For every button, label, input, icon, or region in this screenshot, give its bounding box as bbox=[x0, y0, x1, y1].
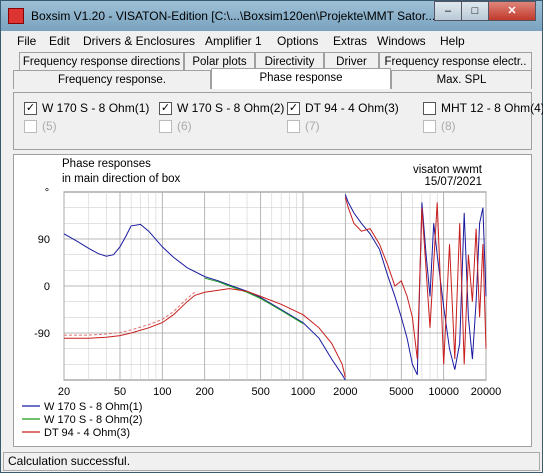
window-title: Boxsim V1.20 - VISATON-Edition [C:\...\B… bbox=[31, 9, 436, 23]
driver-8-label: (8) bbox=[441, 119, 456, 133]
maximize-button[interactable]: □ bbox=[461, 1, 489, 21]
driver-5-checkbox[interactable] bbox=[24, 120, 37, 133]
driver-1-checkbox[interactable]: ✓ bbox=[24, 102, 37, 115]
driver-8-checkbox[interactable] bbox=[423, 120, 436, 133]
menu-amplifier[interactable]: Amplifier 1 bbox=[205, 34, 262, 48]
y-unit-label: ° bbox=[45, 187, 49, 199]
driver-6-checkbox[interactable] bbox=[159, 120, 172, 133]
driver-4-label: MHT 12 - 8 Ohm(4) bbox=[441, 101, 543, 115]
menu-drivers-enclosures[interactable]: Drivers & Enclosures bbox=[83, 34, 196, 48]
tab-row-1: Frequency response directions Polar plot… bbox=[1, 52, 542, 72]
legend-label: DT 94 - 4 Ohm(3) bbox=[44, 427, 130, 439]
menu-options[interactable]: Options bbox=[277, 34, 319, 48]
tab-directivity[interactable]: Directivity bbox=[255, 52, 324, 71]
menu-file[interactable]: File bbox=[17, 34, 37, 48]
x-tick-label: 500 bbox=[251, 386, 269, 398]
driver-3-label: DT 94 - 4 Ohm(3) bbox=[305, 101, 399, 115]
menu-extras[interactable]: Extras bbox=[333, 34, 368, 48]
x-tick-label: 100 bbox=[153, 386, 171, 398]
x-tick-label: 20 bbox=[58, 386, 70, 398]
series-line-3 bbox=[64, 197, 487, 378]
driver-1-label: W 170 S - 8 Ohm(1) bbox=[42, 101, 150, 115]
chart-title-line: Phase responses bbox=[62, 158, 151, 170]
x-tick-label: 1000 bbox=[291, 386, 315, 398]
dashed-reference-line bbox=[64, 291, 196, 336]
driver-3-checkbox[interactable]: ✓ bbox=[287, 102, 300, 115]
series-line-1 bbox=[63, 194, 487, 381]
tab-max-spl[interactable]: Max. SPL bbox=[391, 70, 532, 89]
x-tick-label: 50 bbox=[114, 386, 126, 398]
tab-frequency-response-directions[interactable]: Frequency response directions bbox=[19, 52, 184, 71]
phase-response-chart: 20 50 100 200 500 1000 2000 5000 10000 20000 90 0 -9… bbox=[13, 154, 532, 447]
driver-2-checkbox[interactable]: ✓ bbox=[159, 102, 172, 115]
chart-info-line: visaton wwmt bbox=[413, 164, 483, 176]
x-tick-label: 200 bbox=[195, 386, 213, 398]
status-bar: Calculation successful. bbox=[3, 452, 540, 471]
tab-driver[interactable]: Driver bbox=[324, 52, 379, 71]
chart-info-line: 15/07/2021 bbox=[424, 176, 482, 188]
y-tick-label: 0 bbox=[44, 281, 50, 293]
tab-frequency-response[interactable]: Frequency response. bbox=[13, 70, 211, 89]
tab-row-2: Frequency response. Phase response Max. … bbox=[1, 68, 542, 90]
driver-5-label: (5) bbox=[42, 119, 57, 133]
title-bar[interactable]: Boxsim V1.20 - VISATON-Edition [C:\...\B… bbox=[1, 1, 542, 31]
driver-4-checkbox[interactable] bbox=[423, 102, 436, 115]
x-tick-label: 5000 bbox=[389, 386, 413, 398]
x-tick-label: 2000 bbox=[333, 386, 357, 398]
driver-2-label: W 170 S - 8 Ohm(2) bbox=[177, 101, 285, 115]
driver-selection-panel: ✓ W 170 S - 8 Ohm(1) ✓ W 170 S - 8 Ohm(2… bbox=[13, 92, 543, 150]
close-button[interactable]: ✕ bbox=[488, 1, 536, 21]
menu-edit[interactable]: Edit bbox=[49, 34, 70, 48]
x-tick-label: 20000 bbox=[471, 386, 502, 398]
driver-7-label: (7) bbox=[305, 119, 320, 133]
menu-help[interactable]: Help bbox=[440, 34, 465, 48]
tab-phase-response[interactable]: Phase response bbox=[211, 68, 391, 89]
minimize-button[interactable]: – bbox=[434, 1, 462, 21]
tab-frequency-response-electrical[interactable]: Frequency response electr.. bbox=[379, 52, 532, 71]
legend-label: W 170 S - 8 Ohm(2) bbox=[44, 414, 142, 426]
y-tick-label: 90 bbox=[38, 234, 50, 246]
chart-svg: 20 50 100 200 500 1000 2000 5000 10000 20000 90 0 -9… bbox=[22, 158, 502, 439]
y-tick-label: -90 bbox=[34, 328, 50, 340]
driver-6-label: (6) bbox=[177, 119, 192, 133]
series-line-2 bbox=[204, 277, 304, 325]
menu-windows[interactable]: Windows bbox=[377, 34, 426, 48]
chart-title-line: in main direction of box bbox=[62, 173, 181, 185]
menu-bar: File Edit Drivers & Enclosures Amplifier… bbox=[3, 31, 540, 51]
app-icon bbox=[8, 8, 24, 24]
driver-7-checkbox[interactable] bbox=[287, 120, 300, 133]
x-tick-label: 10000 bbox=[428, 386, 459, 398]
tab-polar-plots[interactable]: Polar plots bbox=[184, 52, 255, 71]
legend-label: W 170 S - 8 Ohm(1) bbox=[44, 401, 142, 413]
